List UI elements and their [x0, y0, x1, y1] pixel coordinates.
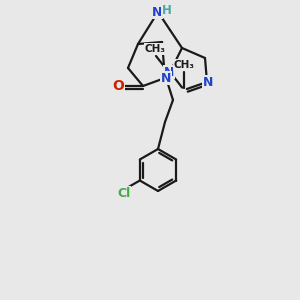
- Text: H: H: [162, 4, 172, 17]
- Text: CH₃: CH₃: [173, 60, 194, 70]
- Text: N: N: [203, 76, 213, 88]
- Text: CH₃: CH₃: [145, 44, 166, 54]
- Text: N: N: [161, 71, 171, 85]
- Text: O: O: [112, 79, 124, 93]
- Text: N: N: [164, 65, 174, 79]
- Text: Cl: Cl: [117, 187, 130, 200]
- Text: N: N: [152, 5, 162, 19]
